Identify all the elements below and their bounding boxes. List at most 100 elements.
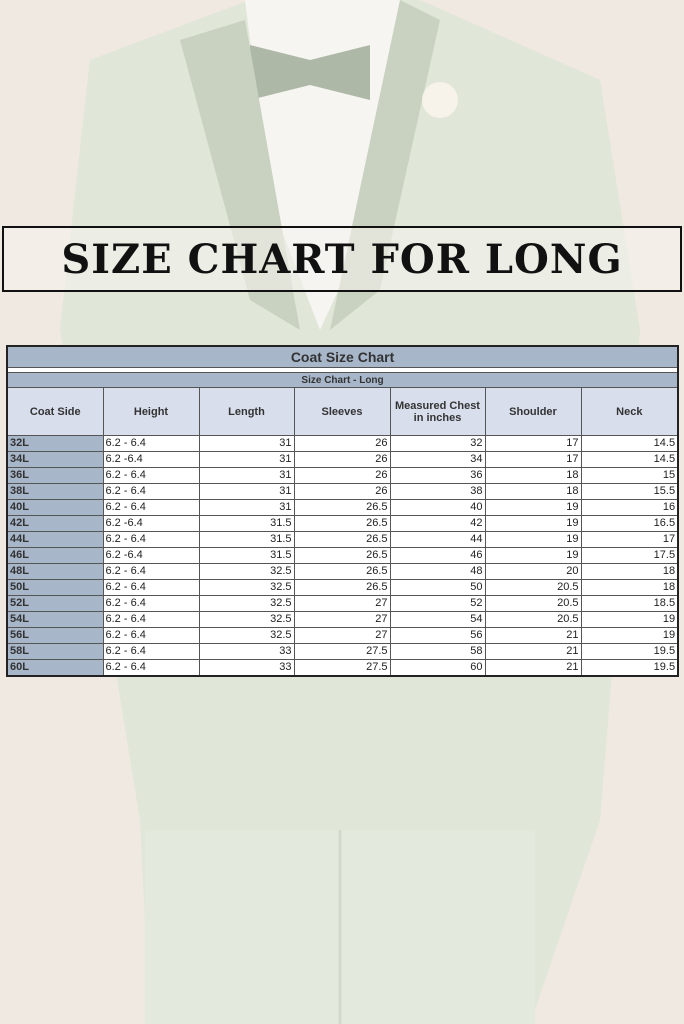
value-cell: 6.2 - 6.4 <box>102 627 200 644</box>
value-cell: 36 <box>389 467 486 484</box>
size-chart-banner: SIZE CHART FOR LONG <box>2 226 682 292</box>
value-cell: 20.5 <box>484 579 582 596</box>
value-cell: 6.2 - 6.4 <box>102 531 200 548</box>
value-cell: 31 <box>198 499 295 516</box>
value-cell: 6.2 - 6.4 <box>102 483 200 500</box>
value-cell: 32.5 <box>198 595 295 612</box>
column-header: Neck <box>580 387 679 436</box>
value-cell: 6.2 - 6.4 <box>102 579 200 596</box>
value-cell: 40 <box>389 499 486 516</box>
value-cell: 38 <box>389 483 486 500</box>
table-row: 42L 6.2 -6.4 31.5 26.5 42 19 16.5 <box>6 515 679 532</box>
value-cell: 54 <box>389 611 486 628</box>
size-cell: 48L <box>6 563 104 580</box>
value-cell: 26 <box>293 435 391 452</box>
size-cell: 56L <box>6 627 104 644</box>
value-cell: 18.5 <box>580 595 679 612</box>
value-cell: 20.5 <box>484 595 582 612</box>
value-cell: 31 <box>198 483 295 500</box>
value-cell: 33 <box>198 643 295 660</box>
table-row: 34L 6.2 -6.4 31 26 34 17 14.5 <box>6 451 679 468</box>
value-cell: 6.2 - 6.4 <box>102 499 200 516</box>
value-cell: 48 <box>389 563 486 580</box>
table-row: 60L 6.2 - 6.4 33 27.5 60 21 19.5 <box>6 659 679 677</box>
column-header: Coat Side <box>6 387 104 436</box>
value-cell: 14.5 <box>580 451 679 468</box>
value-cell: 31 <box>198 435 295 452</box>
size-cell: 50L <box>6 579 104 596</box>
value-cell: 19 <box>484 499 582 516</box>
value-cell: 32.5 <box>198 627 295 644</box>
value-cell: 26 <box>293 451 391 468</box>
value-cell: 31 <box>198 467 295 484</box>
value-cell: 19 <box>484 531 582 548</box>
value-cell: 6.2 - 6.4 <box>102 435 200 452</box>
column-header: Sleeves <box>293 387 391 436</box>
table-subtitle: Size Chart - Long <box>6 372 679 388</box>
value-cell: 31.5 <box>198 547 295 564</box>
value-cell: 15.5 <box>580 483 679 500</box>
value-cell: 31 <box>198 451 295 468</box>
banner-title: SIZE CHART FOR LONG <box>61 235 623 283</box>
size-cell: 34L <box>6 451 104 468</box>
value-cell: 42 <box>389 515 486 532</box>
size-cell: 32L <box>6 435 104 452</box>
value-cell: 14.5 <box>580 435 679 452</box>
value-cell: 60 <box>389 659 486 677</box>
size-cell: 44L <box>6 531 104 548</box>
table-row: 56L 6.2 - 6.4 32.5 27 56 21 19 <box>6 627 679 644</box>
value-cell: 6.2 -6.4 <box>102 547 200 564</box>
value-cell: 52 <box>389 595 486 612</box>
size-cell: 52L <box>6 595 104 612</box>
table-row: 32L 6.2 - 6.4 31 26 32 17 14.5 <box>6 435 679 452</box>
table-row: 54L 6.2 - 6.4 32.5 27 54 20.5 19 <box>6 611 679 628</box>
table-row: 40L 6.2 - 6.4 31 26.5 40 19 16 <box>6 499 679 516</box>
value-cell: 19 <box>484 515 582 532</box>
table-row: 58L 6.2 - 6.4 33 27.5 58 21 19.5 <box>6 643 679 660</box>
table-row: 46L 6.2 -6.4 31.5 26.5 46 19 17.5 <box>6 547 679 564</box>
value-cell: 17.5 <box>580 547 679 564</box>
size-cell: 54L <box>6 611 104 628</box>
value-cell: 56 <box>389 627 486 644</box>
table-title: Coat Size Chart <box>6 345 679 368</box>
value-cell: 27 <box>293 627 391 644</box>
value-cell: 15 <box>580 467 679 484</box>
value-cell: 21 <box>484 627 582 644</box>
size-cell: 58L <box>6 643 104 660</box>
column-header: Measured Chest in inches <box>389 387 486 436</box>
value-cell: 19.5 <box>580 643 679 660</box>
value-cell: 16.5 <box>580 515 679 532</box>
column-header: Height <box>102 387 200 436</box>
column-header: Shoulder <box>484 387 582 436</box>
value-cell: 21 <box>484 643 582 660</box>
coat-size-table: Coat Size Chart Size Chart - Long Coat S… <box>6 345 680 677</box>
size-cell: 42L <box>6 515 104 532</box>
table-row: 52L 6.2 - 6.4 32.5 27 52 20.5 18.5 <box>6 595 679 612</box>
value-cell: 50 <box>389 579 486 596</box>
value-cell: 27 <box>293 595 391 612</box>
value-cell: 26.5 <box>293 579 391 596</box>
table-row: 50L 6.2 - 6.4 32.5 26.5 50 20.5 18 <box>6 579 679 596</box>
value-cell: 19 <box>580 611 679 628</box>
value-cell: 26.5 <box>293 531 391 548</box>
value-cell: 19 <box>484 547 582 564</box>
value-cell: 32 <box>389 435 486 452</box>
table-row: 48L 6.2 - 6.4 32.5 26.5 48 20 18 <box>6 563 679 580</box>
value-cell: 26.5 <box>293 547 391 564</box>
table-row: 38L 6.2 - 6.4 31 26 38 18 15.5 <box>6 483 679 500</box>
value-cell: 18 <box>484 483 582 500</box>
value-cell: 19.5 <box>580 659 679 677</box>
value-cell: 32.5 <box>198 563 295 580</box>
value-cell: 17 <box>484 451 582 468</box>
value-cell: 26.5 <box>293 499 391 516</box>
value-cell: 27.5 <box>293 643 391 660</box>
value-cell: 18 <box>484 467 582 484</box>
value-cell: 58 <box>389 643 486 660</box>
value-cell: 19 <box>580 627 679 644</box>
value-cell: 6.2 - 6.4 <box>102 643 200 660</box>
value-cell: 31.5 <box>198 515 295 532</box>
table-row: 44L 6.2 - 6.4 31.5 26.5 44 19 17 <box>6 531 679 548</box>
value-cell: 20.5 <box>484 611 582 628</box>
value-cell: 18 <box>580 579 679 596</box>
size-cell: 60L <box>6 659 104 677</box>
